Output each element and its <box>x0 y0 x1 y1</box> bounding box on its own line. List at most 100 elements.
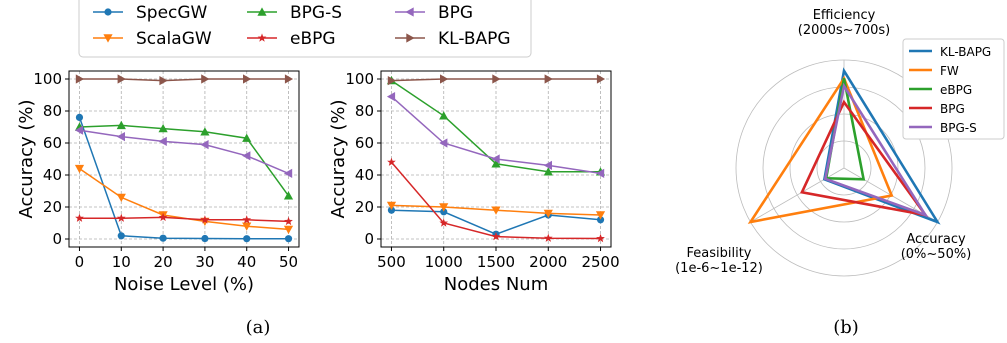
radar-series-bpg-s <box>823 82 929 218</box>
data-point-scalagw <box>116 193 126 202</box>
x-tick-label: 20 <box>154 253 173 271</box>
y-axis-label: Accuracy (%) <box>16 99 37 218</box>
data-point-bpg <box>283 168 293 178</box>
data-point-scalagw <box>242 222 252 231</box>
data-point-bpg-s <box>242 133 252 142</box>
legend-label-ebpg: eBPG <box>290 29 336 49</box>
x-tick-label: 0 <box>75 253 85 271</box>
data-point-bpg <box>242 151 251 161</box>
data-point-kl-bapg <box>544 74 553 84</box>
data-point-kl-bapg <box>387 76 397 86</box>
data-point-specgw <box>159 234 167 242</box>
data-point-bpg-s <box>491 159 501 168</box>
y-axis-label: Accuracy (%) <box>328 99 349 218</box>
data-point-ebpg <box>596 233 605 243</box>
legend-marker-bpg-s <box>257 7 267 16</box>
legend-marker-specgw <box>104 8 112 16</box>
data-point-specgw <box>440 208 448 216</box>
radar-spoke <box>750 167 845 223</box>
data-point-ebpg <box>387 157 396 166</box>
radar-legend-label-fw: FW <box>940 64 959 78</box>
radar-legend-frame <box>902 38 1005 140</box>
data-point-bpg-s <box>543 167 553 176</box>
data-point-bpg-s <box>200 127 210 136</box>
radar-series-bpg <box>800 99 929 217</box>
x-axis-label: Nodes Num <box>444 274 548 295</box>
legend-label-bpg: BPG <box>438 3 473 23</box>
data-point-bpg <box>491 154 500 164</box>
y-tick-label: 80 <box>43 102 62 120</box>
series-line-bpg-s <box>79 124 290 197</box>
data-point-bpg <box>158 136 167 146</box>
radar-axis-label: (1e-6~1e-12) <box>675 261 763 276</box>
radar-legend-label-bpg-s: BPG-S <box>940 121 977 135</box>
data-point-ebpg <box>116 213 126 222</box>
panel-label-a: (a) <box>246 317 271 338</box>
radar-axis-label: (0%~50%) <box>901 247 972 262</box>
data-point-scalagw <box>543 209 553 218</box>
data-point-kl-bapg <box>596 74 606 84</box>
x-tick-label: 500 <box>377 253 406 271</box>
data-point-bpg-s <box>439 111 449 120</box>
radar-axis-label: Accuracy <box>906 232 966 247</box>
data-point-ebpg <box>439 218 449 227</box>
data-point-ebpg <box>200 215 210 224</box>
legend-label-bpg-s: BPG-S <box>290 3 342 23</box>
data-point-scalagw <box>491 206 501 215</box>
data-point-ebpg <box>284 216 293 226</box>
x-tick-label: 1500 <box>477 253 515 271</box>
data-point-bpg-s <box>158 124 168 133</box>
panel-label-b: (b) <box>833 317 859 338</box>
x-tick-label: 2000 <box>529 253 567 271</box>
data-point-bpg <box>74 125 84 135</box>
data-point-kl-bapg <box>75 74 85 84</box>
data-point-scalagw <box>439 203 449 212</box>
y-tick-label: 20 <box>355 198 374 216</box>
data-point-kl-bapg <box>117 74 126 84</box>
y-tick-label: 20 <box>43 198 62 216</box>
radar-legend-label-ebpg: eBPG <box>940 83 972 97</box>
data-point-specgw <box>387 206 396 214</box>
legend-panel-a: SpecGW ScalaGW BPG-S eBPG BPG KL-BAPG <box>78 0 532 58</box>
radar-axis-label: (2000s~700s) <box>798 23 890 38</box>
radar-legend-label-bpg: BPG <box>940 102 965 116</box>
legend-label-kl-bapg: KL-BAPG <box>438 29 511 49</box>
data-point-bpg <box>200 140 209 150</box>
y-tick-label: 0 <box>52 230 62 248</box>
radar-axis-label: Efficiency <box>813 8 876 23</box>
data-point-bpg <box>386 92 396 102</box>
y-tick-label: 60 <box>355 134 374 152</box>
series-line-kl-bapg <box>79 78 289 82</box>
data-point-ebpg <box>491 232 501 241</box>
legend-frame <box>78 0 532 58</box>
plot-frame <box>68 70 300 248</box>
data-point-scalagw <box>74 164 85 174</box>
y-tick-label: 40 <box>355 166 374 184</box>
x-tick-label: 40 <box>237 253 256 271</box>
radar-axis-label: Feasibility <box>687 246 752 261</box>
radar-chart: Efficiency(2000s~700s) Accuracy(0%~50%) Fe… <box>675 8 1005 277</box>
y-tick-label: 60 <box>43 134 62 152</box>
data-point-kl-bapg <box>243 74 252 84</box>
data-point-kl-bapg <box>492 74 501 84</box>
data-point-specgw <box>201 234 209 243</box>
x-tick-label: 30 <box>195 253 214 271</box>
data-point-specgw <box>75 113 84 121</box>
y-tick-label: 100 <box>345 70 374 88</box>
legend-marker-ebpg <box>257 33 267 42</box>
data-point-ebpg <box>158 212 168 222</box>
y-tick-label: 100 <box>33 70 62 88</box>
y-tick-label: 80 <box>355 102 374 120</box>
radar-legend-label-kl-bapg: KL-BAPG <box>940 45 991 59</box>
data-point-ebpg <box>543 233 553 242</box>
data-point-kl-bapg <box>159 76 168 86</box>
data-point-kl-bapg <box>201 74 210 84</box>
data-point-scalagw <box>595 211 606 220</box>
data-point-bpg <box>439 138 448 148</box>
data-point-ebpg <box>242 215 252 224</box>
data-point-bpg-s <box>283 191 294 200</box>
data-point-bpg <box>116 132 125 142</box>
legend-marker-bpg <box>405 7 414 17</box>
legend-label-specgw: SpecGW <box>136 3 208 23</box>
